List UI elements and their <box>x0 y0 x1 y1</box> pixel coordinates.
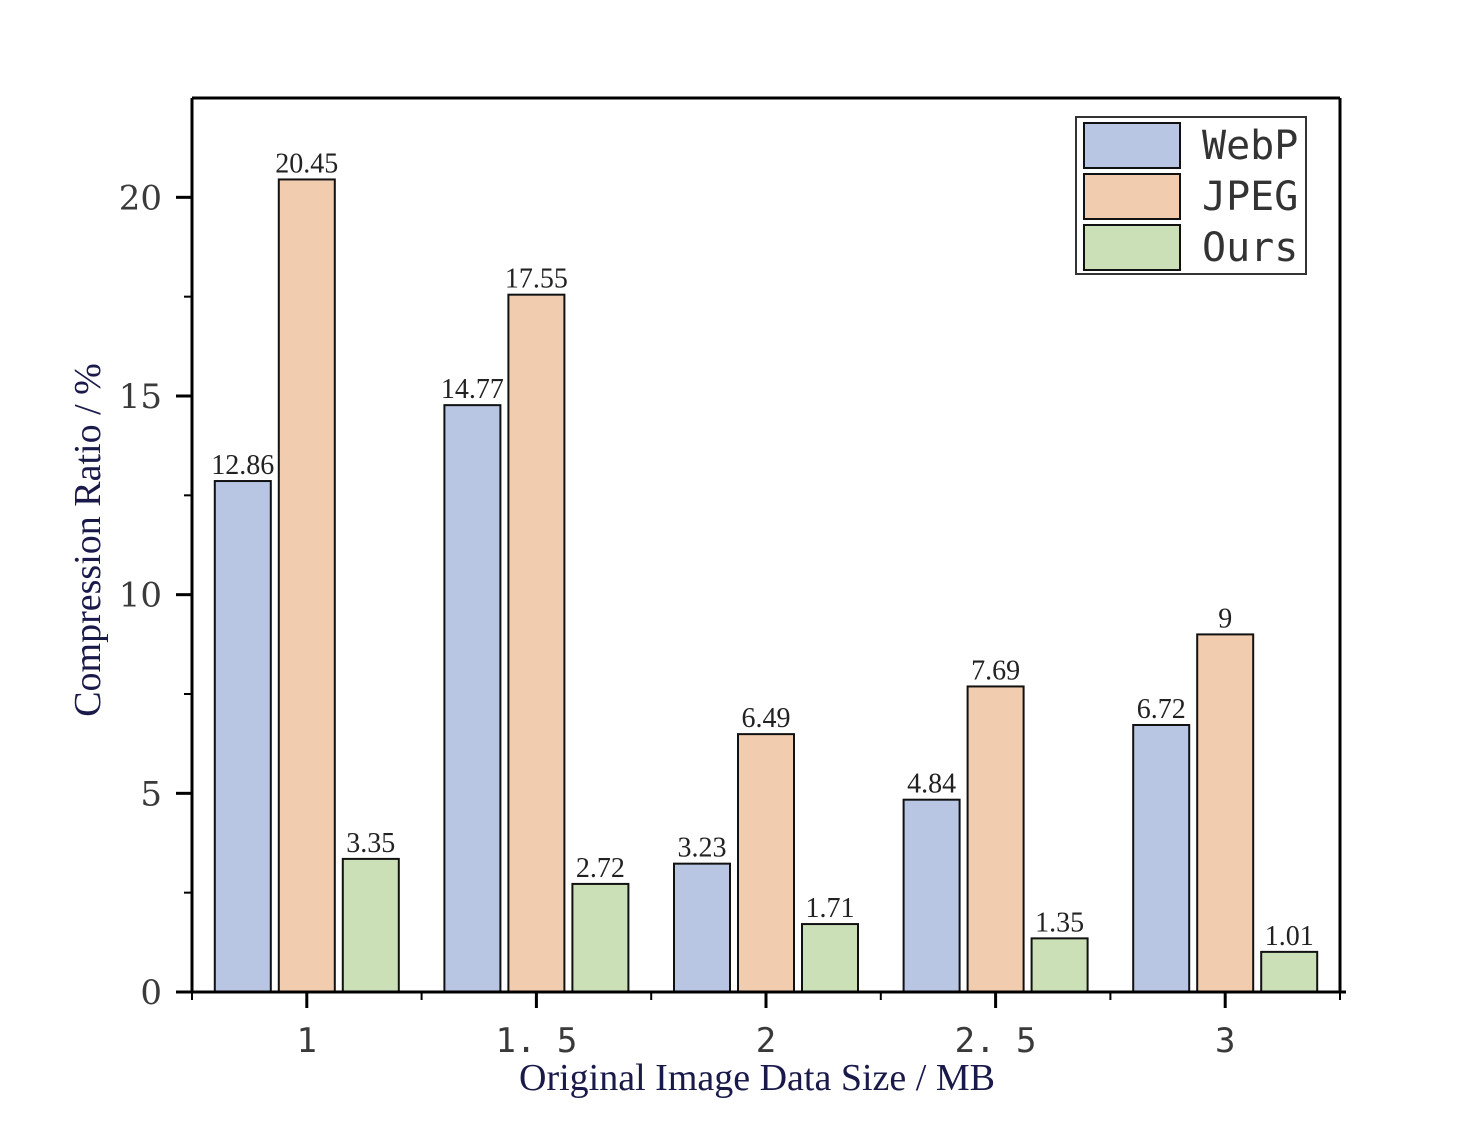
value-label-ours-4: 1.35 <box>1035 907 1084 938</box>
bar-ours-4 <box>1030 937 1089 993</box>
legend-label-webp: WebP <box>1202 123 1298 169</box>
y-tick-label: 20 <box>119 178 162 218</box>
value-label-webp-5: 6.72 <box>1137 694 1186 725</box>
x-tick-label: 2 <box>756 1021 776 1061</box>
axes-group <box>176 96 1346 994</box>
legend-swatch-webp <box>1083 122 1181 169</box>
legend-swatch-jpeg <box>1083 173 1181 220</box>
value-label-jpeg-5: 9 <box>1218 603 1232 634</box>
bar-jpeg-2 <box>507 293 566 993</box>
bar-jpeg-5 <box>1196 633 1255 994</box>
x-tick-label: 3 <box>1215 1021 1235 1061</box>
bar-ours-5 <box>1260 950 1319 993</box>
legend-swatch-ours <box>1083 224 1181 271</box>
bar-ours-1 <box>341 857 400 993</box>
x-axis-title: Original Image Data Size / MB <box>519 1057 995 1099</box>
bar-jpeg-4 <box>966 685 1025 994</box>
x-tick-label: 1 <box>297 1021 317 1061</box>
bar-webp-1 <box>213 480 272 993</box>
y-ticks-group: 0 5 10 15 20 <box>119 178 192 1013</box>
y-tick-label: 0 <box>140 973 162 1013</box>
y-tick-label: 10 <box>119 576 162 616</box>
value-label-ours-5: 1.01 <box>1265 921 1314 952</box>
value-label-jpeg-2: 17.55 <box>505 264 568 295</box>
legend: WebP JPEG Ours <box>1075 116 1307 275</box>
value-label-ours-3: 1.71 <box>806 893 855 924</box>
x-ticks-group: 1 1. 5 2 2. 5 3 <box>191 992 1341 1061</box>
legend-label-ours: Ours <box>1202 225 1298 271</box>
value-label-webp-1: 12.86 <box>211 450 274 481</box>
bar-webp-5 <box>1132 723 1191 993</box>
value-label-ours-1: 3.35 <box>346 828 395 859</box>
x-tick-label: 1. 5 <box>495 1021 577 1061</box>
value-label-ours-2: 2.72 <box>576 853 625 884</box>
bars-group <box>213 178 1319 994</box>
bar-jpeg-3 <box>737 733 795 993</box>
value-labels-group: 12.86 14.77 3.23 4.84 6.72 20.45 17.55 6.49 7.69… <box>211 148 1313 951</box>
value-label-jpeg-1: 20.45 <box>275 148 338 179</box>
bar-ours-2 <box>571 882 630 994</box>
y-tick-label: 5 <box>140 774 162 814</box>
x-tick-label: 2. 5 <box>955 1021 1037 1061</box>
bar-webp-3 <box>673 862 731 993</box>
bar-ours-3 <box>801 923 859 994</box>
bar-webp-2 <box>443 404 502 993</box>
legend-label-jpeg: JPEG <box>1202 174 1298 220</box>
value-label-jpeg-3: 6.49 <box>742 703 791 734</box>
y-tick-label: 15 <box>119 377 162 417</box>
bar-webp-4 <box>902 798 961 993</box>
value-label-webp-4: 4.84 <box>907 769 956 800</box>
value-label-webp-3: 3.23 <box>678 833 727 864</box>
value-label-webp-2: 14.77 <box>441 374 504 405</box>
value-label-jpeg-4: 7.69 <box>971 655 1020 686</box>
y-axis-title: Compression Ratio / % <box>67 363 109 717</box>
bar-jpeg-1 <box>277 178 336 994</box>
